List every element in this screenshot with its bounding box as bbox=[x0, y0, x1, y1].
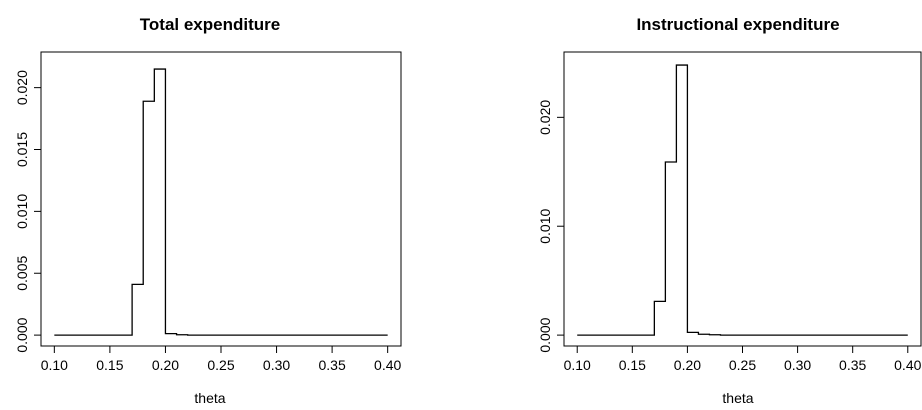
data-point bbox=[643, 335, 644, 336]
data-point bbox=[720, 335, 721, 336]
data-point bbox=[698, 334, 699, 335]
x-axis-label: theta bbox=[722, 390, 753, 406]
x-tick-label: 0.35 bbox=[318, 357, 345, 373]
data-point bbox=[665, 161, 666, 162]
data-point bbox=[165, 333, 166, 334]
panel-instructional-expenditure: Instructional expenditure theta 0.10 0.15… bbox=[537, 15, 922, 406]
panel-total-expenditure: Total expenditure theta 0.10 0.15 0.20 0.25… bbox=[14, 15, 402, 406]
data-point bbox=[265, 335, 266, 336]
data-point bbox=[731, 335, 732, 336]
x-tick-label: 0.30 bbox=[784, 357, 811, 373]
y-tick-label: 0.010 bbox=[14, 194, 30, 229]
plot-frame bbox=[40, 51, 402, 347]
y-tick-label: 0.005 bbox=[14, 256, 30, 291]
data-point bbox=[365, 335, 366, 336]
data-point bbox=[610, 335, 611, 336]
y-tick-label: 0.015 bbox=[14, 132, 30, 167]
data-point bbox=[132, 284, 133, 285]
data-point bbox=[387, 335, 388, 336]
data-point bbox=[343, 335, 344, 336]
x-tick-label: 0.10 bbox=[41, 357, 68, 373]
data-point bbox=[198, 335, 199, 336]
chart-title: Instructional expenditure bbox=[636, 15, 839, 34]
data-point bbox=[676, 64, 677, 65]
data-point bbox=[874, 335, 875, 336]
data-point bbox=[819, 335, 820, 336]
data-point bbox=[232, 335, 233, 336]
data-point bbox=[276, 335, 277, 336]
x-tick-label: 0.10 bbox=[564, 357, 591, 373]
data-point bbox=[76, 335, 77, 336]
data-point bbox=[87, 335, 88, 336]
y-tick-label: 0.020 bbox=[14, 70, 30, 105]
x-tick-label: 0.35 bbox=[839, 357, 866, 373]
data-point bbox=[830, 335, 831, 336]
data-point bbox=[632, 335, 633, 336]
data-point bbox=[797, 335, 798, 336]
data-point bbox=[154, 68, 155, 69]
x-tick-label: 0.15 bbox=[619, 357, 646, 373]
data-point bbox=[354, 335, 355, 336]
data-point bbox=[808, 335, 809, 336]
data-point bbox=[709, 334, 710, 335]
data-point bbox=[332, 335, 333, 336]
data-series-line bbox=[54, 68, 388, 336]
data-point bbox=[243, 335, 244, 336]
plot-frame bbox=[563, 51, 922, 347]
data-point bbox=[577, 335, 578, 336]
data-point bbox=[220, 335, 221, 336]
data-point bbox=[588, 335, 589, 336]
data-point bbox=[742, 335, 743, 336]
x-tick-label: 0.15 bbox=[96, 357, 123, 373]
x-tick-label: 0.20 bbox=[152, 357, 179, 373]
x-tick-label: 0.20 bbox=[674, 357, 701, 373]
data-point bbox=[176, 334, 177, 335]
data-point bbox=[621, 335, 622, 336]
x-tick-label: 0.40 bbox=[894, 357, 921, 373]
x-tick-label: 0.25 bbox=[207, 357, 234, 373]
x-axis-label: theta bbox=[194, 390, 225, 406]
data-point bbox=[120, 335, 121, 336]
data-point bbox=[143, 101, 144, 102]
data-series-line bbox=[577, 64, 908, 336]
data-point bbox=[852, 335, 853, 336]
data-point bbox=[896, 335, 897, 336]
data-point bbox=[599, 335, 600, 336]
data-point bbox=[65, 335, 66, 336]
data-point bbox=[187, 335, 188, 336]
chart-title: Total expenditure bbox=[140, 15, 280, 34]
data-point bbox=[863, 335, 864, 336]
data-point bbox=[209, 335, 210, 336]
data-point bbox=[775, 335, 776, 336]
data-point bbox=[309, 335, 310, 336]
x-tick-label: 0.30 bbox=[263, 357, 290, 373]
data-point bbox=[907, 335, 908, 336]
data-point bbox=[764, 335, 765, 336]
data-point bbox=[298, 335, 299, 336]
data-point bbox=[786, 335, 787, 336]
data-point bbox=[98, 335, 99, 336]
y-tick-label: 0.010 bbox=[537, 208, 553, 243]
y-tick-label: 0.000 bbox=[537, 317, 553, 352]
data-point bbox=[54, 335, 55, 336]
y-tick-label: 0.020 bbox=[537, 100, 553, 135]
data-point bbox=[254, 335, 255, 336]
x-tick-label: 0.40 bbox=[374, 357, 401, 373]
data-point bbox=[320, 335, 321, 336]
data-point bbox=[885, 335, 886, 336]
data-point bbox=[287, 335, 288, 336]
data-point bbox=[109, 335, 110, 336]
y-tick-label: 0.000 bbox=[14, 317, 30, 352]
data-point bbox=[841, 335, 842, 336]
data-point bbox=[654, 301, 655, 302]
data-point bbox=[376, 335, 377, 336]
x-tick-label: 0.25 bbox=[729, 357, 756, 373]
data-point bbox=[753, 335, 754, 336]
data-point bbox=[687, 332, 688, 333]
